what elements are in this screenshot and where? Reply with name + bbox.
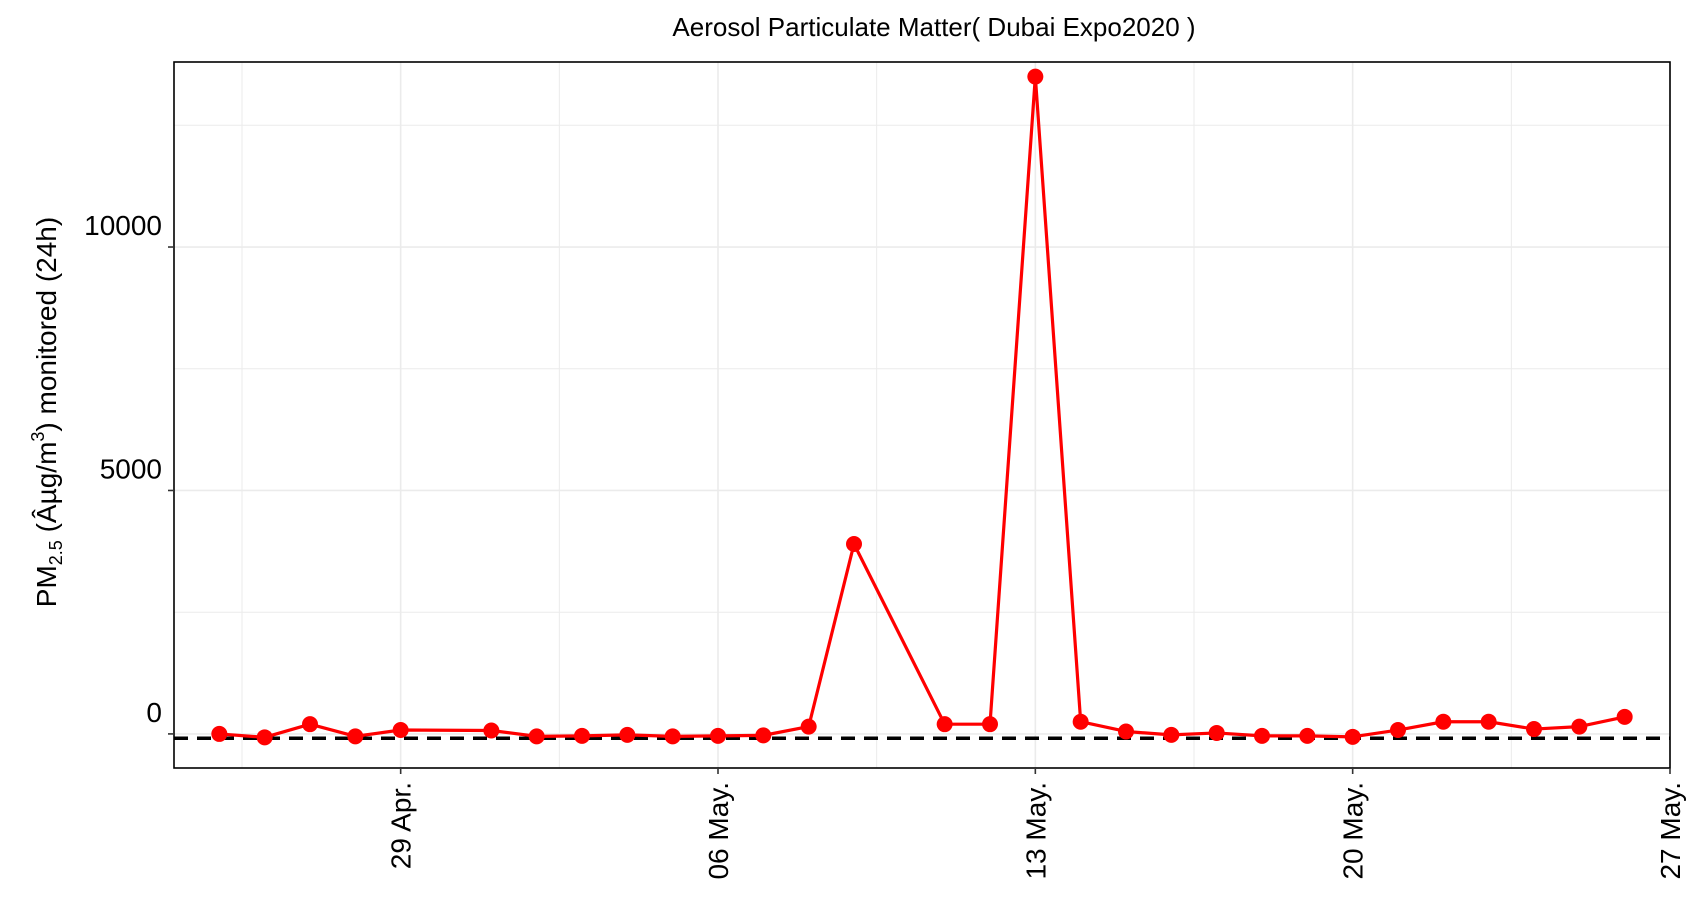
y-axis-label-middle: (Âµg/m	[31, 442, 62, 541]
y-tick-label: 0	[146, 697, 162, 728]
data-point	[392, 722, 409, 739]
grid-layer	[174, 62, 1671, 768]
data-point	[1526, 721, 1542, 738]
axis-layer: 0 5000 10000 29 Apr. 06 May. 13 May. 20 May. 27…	[84, 210, 1686, 880]
chart-title: Aerosol Particulate Matter( Dubai Expo20…	[672, 12, 1195, 42]
data-point	[483, 722, 500, 739]
data-point	[755, 727, 772, 744]
data-point	[1254, 727, 1270, 744]
series-layer	[211, 68, 1633, 746]
x-tick-label: 13 May.	[1020, 782, 1051, 880]
data-point	[1390, 722, 1406, 739]
data-point	[710, 727, 726, 744]
data-point	[936, 716, 953, 733]
y-axis-label-subscript: 2.5	[46, 540, 66, 565]
x-tick-label: 27 May.	[1655, 782, 1686, 880]
y-axis-label: PM2.5 (Âµg/m3) monitored (24h)	[28, 217, 66, 607]
data-point	[1435, 713, 1452, 730]
data-point	[846, 536, 862, 553]
data-point	[211, 725, 228, 742]
x-tick-label: 29 Apr.	[386, 782, 417, 869]
y-axis-label-superscript: 3	[28, 432, 48, 442]
y-tick-label: 10000	[84, 210, 162, 241]
y-tick-label: 5000	[100, 453, 162, 484]
data-point	[574, 727, 590, 744]
data-point	[1299, 727, 1316, 744]
data-point	[800, 718, 817, 735]
data-point	[1163, 726, 1180, 743]
data-point	[1480, 713, 1497, 730]
series-line	[219, 75, 1626, 739]
plot-panel-border	[173, 61, 1671, 769]
y-axis-label-prefix: PM	[31, 565, 62, 607]
data-point	[347, 728, 364, 745]
data-point	[619, 726, 636, 743]
data-point	[256, 729, 273, 746]
data-point	[1344, 728, 1361, 745]
y-axis-label-suffix: ) monitored (24h)	[31, 217, 62, 432]
data-point	[1616, 708, 1633, 725]
data-point	[664, 728, 681, 745]
x-tick-label: 06 May.	[703, 782, 734, 880]
data-point	[1118, 723, 1134, 740]
data-point	[1027, 68, 1044, 85]
x-tick-label: 20 May.	[1338, 782, 1369, 880]
data-point	[1072, 713, 1089, 730]
data-point	[982, 716, 998, 733]
data-point	[302, 716, 318, 733]
data-point	[528, 728, 545, 745]
data-point	[1208, 724, 1225, 741]
data-point	[1571, 718, 1588, 735]
